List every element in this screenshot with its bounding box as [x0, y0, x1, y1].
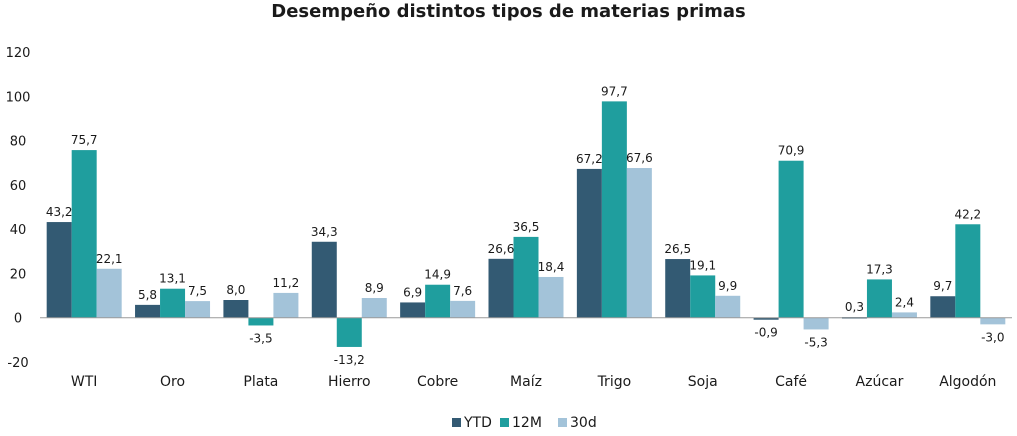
y-tick-label: 120: [6, 46, 31, 61]
data-label: 0,3: [845, 300, 864, 314]
data-label: 8,9: [365, 281, 384, 295]
bar-30d: [273, 292, 299, 318]
data-label: -3,0: [981, 330, 1004, 344]
data-label: 70,9: [778, 144, 805, 158]
bar-ytd: [400, 302, 426, 318]
bar-12m: [690, 275, 716, 318]
bar-12m: [336, 317, 362, 347]
bar-30d: [715, 295, 741, 318]
data-label: 36,5: [513, 220, 540, 234]
data-label: -5,3: [804, 335, 827, 349]
data-label: 6,9: [403, 285, 422, 299]
bar-ytd: [311, 241, 337, 318]
x-tick-label: Trigo: [597, 374, 632, 390]
data-label: 9,7: [933, 279, 952, 293]
bar-12m: [778, 160, 804, 318]
data-label: 26,5: [664, 242, 691, 256]
bar-ytd: [223, 300, 249, 318]
bar-ytd: [135, 304, 161, 318]
bar-ytd: [930, 296, 956, 318]
bar-12m: [955, 224, 981, 318]
data-label: 2,4: [895, 295, 914, 309]
bar-30d: [361, 298, 387, 318]
y-tick-label: 40: [10, 223, 27, 238]
x-tick-label: Soja: [688, 374, 718, 390]
bar-12m: [601, 101, 627, 318]
data-label: 34,3: [311, 225, 338, 239]
y-tick-label: 0: [14, 312, 22, 327]
y-tick-label: 20: [10, 267, 27, 282]
bar-12m: [71, 150, 97, 318]
x-tick-label: Hierro: [328, 374, 371, 390]
bar-30d: [891, 312, 917, 318]
x-tick-label: Cobre: [417, 374, 458, 390]
legend-swatch-30d: [558, 418, 567, 427]
legend-label-12m: 12M: [512, 415, 542, 431]
data-label: 7,5: [188, 284, 207, 298]
bar-ytd: [753, 317, 779, 320]
data-label: 9,9: [718, 279, 737, 293]
x-tick-label: Oro: [160, 374, 185, 390]
legend-swatch-12m: [500, 418, 509, 427]
bar-12m: [513, 236, 539, 318]
y-tick-label: 80: [10, 135, 27, 150]
data-label: 97,7: [601, 84, 628, 98]
bar-30d: [450, 300, 476, 318]
data-label: 14,9: [424, 268, 451, 282]
data-label: -3,5: [249, 331, 272, 345]
bar-30d: [626, 168, 652, 318]
bar-30d: [185, 301, 211, 318]
data-label: 26,6: [488, 242, 515, 256]
bar-12m: [248, 317, 274, 326]
x-tick-label: Azúcar: [856, 374, 904, 390]
data-label: 17,3: [866, 262, 893, 276]
data-label: 13,1: [159, 272, 186, 286]
data-label: 8,0: [226, 283, 245, 297]
legend-swatch-ytd: [452, 418, 461, 427]
data-label: 7,6: [453, 284, 472, 298]
x-tick-label: Café: [775, 374, 807, 390]
bar-30d: [803, 317, 829, 330]
bar-12m: [425, 284, 451, 318]
x-tick-label: Algodón: [939, 374, 996, 390]
data-label: 67,2: [576, 152, 603, 166]
bar-12m: [160, 288, 186, 318]
bar-ytd: [576, 168, 602, 318]
x-tick-label: Plata: [243, 374, 278, 390]
x-tick-label: Maíz: [510, 374, 542, 390]
bar-ytd: [46, 222, 72, 318]
y-tick-label: 60: [10, 179, 27, 194]
data-label: -0,9: [754, 326, 777, 340]
bar-ytd: [665, 259, 691, 318]
bar-30d: [980, 317, 1006, 325]
data-label: 19,1: [689, 258, 716, 272]
data-label: -13,2: [334, 353, 365, 367]
y-tick-label: 100: [6, 90, 31, 105]
data-label: 18,4: [538, 260, 565, 274]
data-label: 22,1: [96, 252, 123, 266]
data-label: 43,2: [46, 205, 73, 219]
bar-30d: [538, 276, 564, 318]
data-label: 11,2: [273, 276, 300, 290]
data-label: 67,6: [626, 151, 653, 165]
bar-30d: [96, 268, 122, 318]
bar-12m: [866, 279, 892, 318]
y-tick-label: -20: [7, 356, 28, 371]
bar-ytd: [488, 258, 514, 318]
data-label: 75,7: [71, 133, 98, 147]
data-label: 5,8: [138, 288, 157, 302]
legend-label-ytd: YTD: [463, 415, 492, 431]
data-label: 42,2: [954, 207, 981, 221]
x-tick-label: WTI: [71, 374, 98, 390]
chart-title: Desempeño distintos tipos de materias pr…: [271, 1, 746, 22]
legend-label-30d: 30d: [570, 415, 597, 431]
